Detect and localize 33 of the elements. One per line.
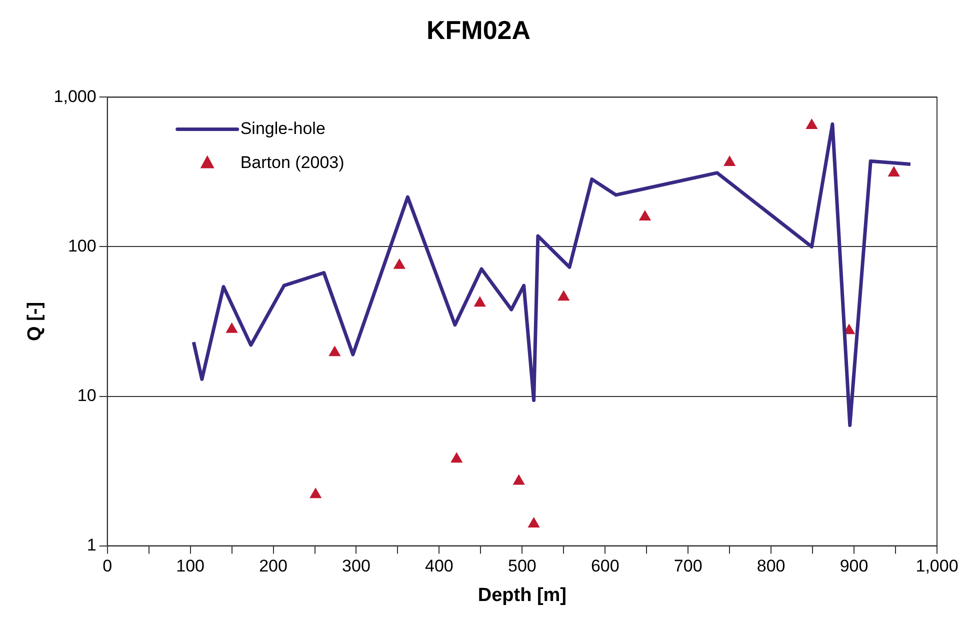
x-tick-label: 0 <box>102 556 112 576</box>
x-axis-title: Depth [m] <box>478 584 566 606</box>
point <box>888 166 900 177</box>
point <box>528 516 540 528</box>
x-tick-label: 1,000 <box>916 556 958 576</box>
point <box>474 296 486 307</box>
x-tick-label: 900 <box>840 556 868 576</box>
y-tick-label: 1,000 <box>54 86 96 106</box>
x-tick-label: 400 <box>425 556 454 576</box>
y-tick-label: 10 <box>77 386 96 405</box>
point <box>638 210 652 221</box>
x-tick-label: 800 <box>756 556 786 576</box>
point <box>512 474 525 485</box>
y-tick-label: 1 <box>86 535 96 554</box>
x-tick-label: 200 <box>259 556 288 576</box>
y-axis-title: Q [-] <box>24 302 46 342</box>
point <box>310 488 322 498</box>
point <box>328 346 341 356</box>
x-tick-label: 100 <box>176 556 204 576</box>
point <box>806 118 818 129</box>
chart-title: KFM02A <box>426 14 531 45</box>
x-tick-label: 300 <box>342 556 370 576</box>
point <box>450 452 463 463</box>
y-tick-label: 100 <box>68 236 96 256</box>
legend-label: Single-hole <box>240 118 326 138</box>
point <box>393 258 406 269</box>
legend-label: Barton (2003) <box>240 152 344 172</box>
point <box>724 155 736 166</box>
x-tick-label: 500 <box>508 556 536 576</box>
x-tick-label: 600 <box>590 556 620 576</box>
x-tick-label: 700 <box>674 556 702 576</box>
point <box>558 290 570 301</box>
point <box>226 322 238 333</box>
